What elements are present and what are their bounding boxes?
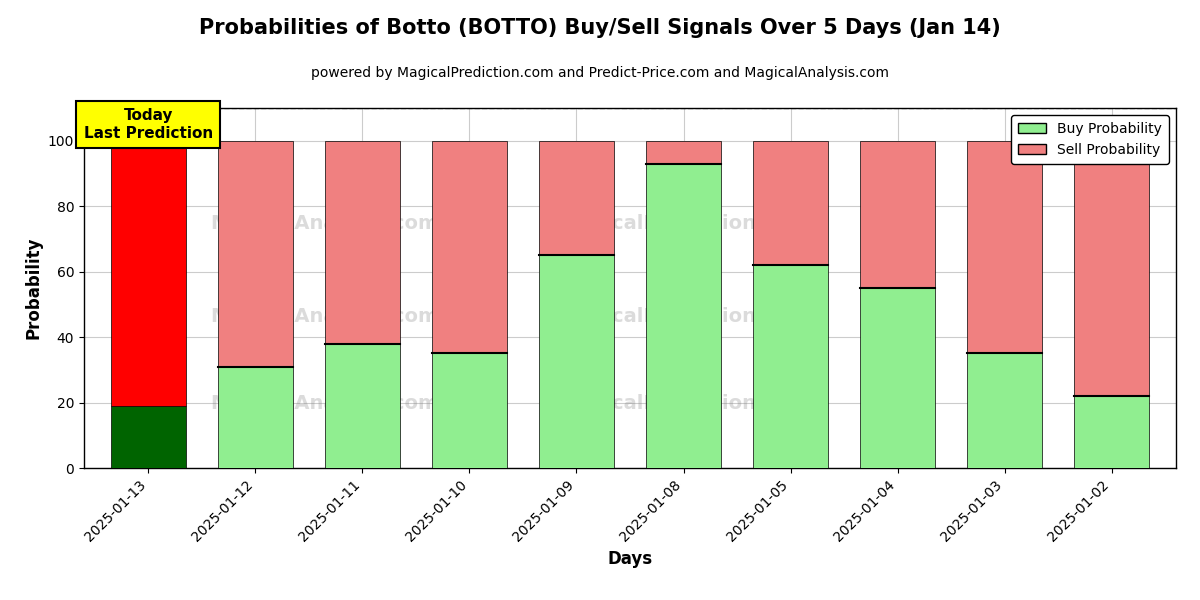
X-axis label: Days: Days [607,550,653,568]
Text: Today
Last Prediction: Today Last Prediction [84,108,212,140]
Bar [754,265,828,468]
Bar [539,141,614,255]
Text: Probabilities of Botto (BOTTO) Buy/Sell Signals Over 5 Days (Jan 14): Probabilities of Botto (BOTTO) Buy/Sell … [199,18,1001,38]
Y-axis label: Probability: Probability [24,237,42,339]
Bar [432,353,506,468]
Bar [646,141,721,164]
Text: MagicalPrediction.com: MagicalPrediction.com [559,214,810,233]
Bar [432,141,506,353]
Text: MagicalAnalysis.com: MagicalAnalysis.com [210,394,438,413]
Bar [110,141,186,406]
Bar [539,255,614,468]
Text: MagicalPrediction.com: MagicalPrediction.com [559,307,810,326]
Bar [646,164,721,468]
Text: MagicalAnalysis.com: MagicalAnalysis.com [210,214,438,233]
Bar [325,141,400,344]
Bar [325,344,400,468]
Bar [967,141,1042,353]
Bar [754,141,828,265]
Bar [860,141,935,288]
Text: powered by MagicalPrediction.com and Predict-Price.com and MagicalAnalysis.com: powered by MagicalPrediction.com and Pre… [311,66,889,80]
Bar [1074,396,1150,468]
Bar [860,288,935,468]
Bar [1074,141,1150,396]
Bar [218,367,293,468]
Text: MagicalAnalysis.com: MagicalAnalysis.com [210,307,438,326]
Text: MagicalPrediction.com: MagicalPrediction.com [559,394,810,413]
Legend: Buy Probability, Sell Probability: Buy Probability, Sell Probability [1012,115,1169,164]
Bar [967,353,1042,468]
Bar [218,141,293,367]
Bar [110,406,186,468]
